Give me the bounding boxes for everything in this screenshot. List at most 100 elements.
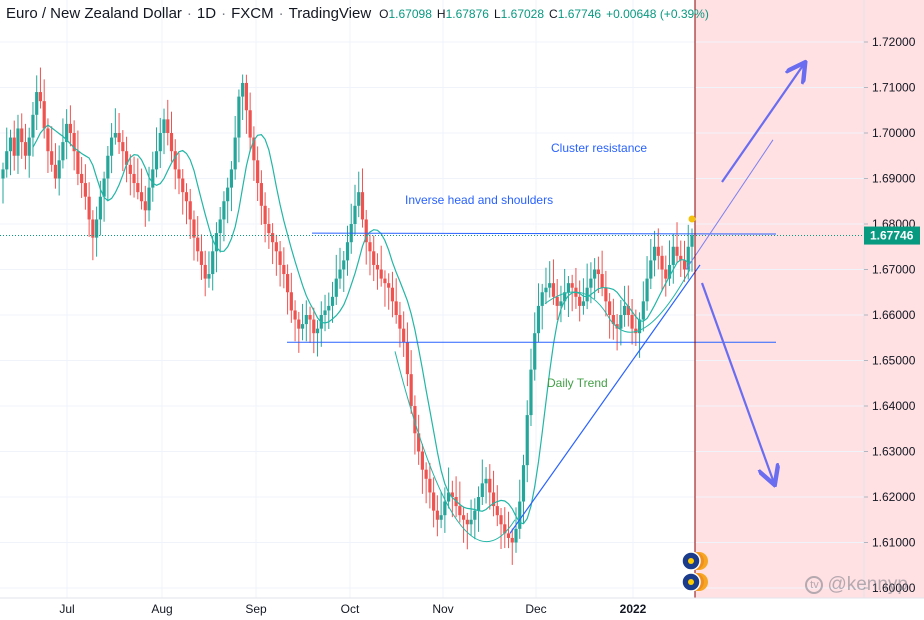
candle-body[interactable]: [274, 242, 278, 252]
candle-body[interactable]: [87, 196, 91, 220]
candle-body[interactable]: [645, 278, 649, 302]
candle-body[interactable]: [76, 151, 80, 174]
candle-body[interactable]: [278, 251, 282, 265]
candle-body[interactable]: [619, 315, 623, 329]
candle-body[interactable]: [20, 128, 24, 143]
candle-body[interactable]: [327, 305, 331, 311]
candle-body[interactable]: [402, 328, 406, 343]
candle-body[interactable]: [124, 151, 129, 165]
candle-body[interactable]: [154, 151, 159, 170]
candle-body[interactable]: [566, 283, 571, 293]
candle-body[interactable]: [214, 233, 219, 252]
candle-body[interactable]: [338, 269, 342, 279]
candle-body[interactable]: [682, 260, 687, 270]
candle-body[interactable]: [132, 173, 136, 184]
candle-body[interactable]: [578, 296, 582, 306]
candle-body[interactable]: [383, 278, 387, 284]
candle-body[interactable]: [263, 205, 267, 224]
candle-body[interactable]: [106, 155, 110, 179]
candle-body[interactable]: [282, 264, 286, 275]
candle-body[interactable]: [630, 315, 634, 329]
candle-body[interactable]: [671, 246, 675, 265]
candle-body[interactable]: [315, 328, 320, 334]
candle-body[interactable]: [518, 501, 522, 529]
candle-body[interactable]: [469, 519, 473, 525]
neckline-resistance[interactable]: [311, 232, 777, 235]
candle-body[interactable]: [656, 246, 660, 256]
candle-body[interactable]: [109, 137, 114, 156]
candle-body[interactable]: [622, 305, 627, 315]
candle-body[interactable]: [222, 201, 226, 220]
candle-body[interactable]: [203, 264, 207, 279]
candle-body[interactable]: [35, 92, 39, 115]
candle-body[interactable]: [57, 160, 61, 179]
candle-body[interactable]: [50, 151, 54, 165]
candle-body[interactable]: [398, 315, 402, 329]
candle-body[interactable]: [169, 133, 174, 152]
candle-body[interactable]: [450, 492, 454, 497]
candle-body[interactable]: [439, 515, 443, 520]
candle-body[interactable]: [589, 278, 593, 288]
dividend-marker[interactable]: [688, 215, 696, 223]
symbol-name[interactable]: Euro / New Zealand Dollar: [6, 5, 182, 22]
candle-body[interactable]: [428, 478, 432, 493]
candle-body[interactable]: [98, 196, 102, 220]
candle-body[interactable]: [686, 246, 690, 270]
candle-body[interactable]: [308, 315, 312, 320]
candle-body[interactable]: [27, 137, 31, 156]
candle-body[interactable]: [499, 515, 503, 525]
candle-body[interactable]: [536, 305, 541, 334]
candle-body[interactable]: [207, 274, 211, 279]
candle-body[interactable]: [379, 269, 383, 279]
candle-body[interactable]: [364, 219, 368, 243]
candle-body[interactable]: [600, 274, 604, 288]
candle-body[interactable]: [413, 406, 417, 434]
candle-body[interactable]: [330, 296, 335, 306]
candle-body[interactable]: [611, 315, 615, 325]
candle-body[interactable]: [443, 501, 447, 516]
candle-body[interactable]: [394, 301, 398, 315]
candle-body[interactable]: [420, 451, 424, 470]
candle-body[interactable]: [345, 242, 350, 261]
candle-body[interactable]: [117, 133, 121, 143]
breakout-projection-line[interactable]: [685, 139, 774, 270]
candle-body[interactable]: [488, 478, 492, 493]
candle-body[interactable]: [16, 128, 20, 156]
candle-body[interactable]: [615, 324, 619, 329]
candle-body[interactable]: [267, 224, 271, 234]
candle-body[interactable]: [241, 82, 245, 97]
candle-body[interactable]: [551, 283, 556, 297]
candle-body[interactable]: [503, 524, 507, 534]
candle-body[interactable]: [604, 287, 608, 302]
candle-body[interactable]: [563, 292, 567, 302]
candle-body[interactable]: [196, 237, 200, 252]
candle-body[interactable]: [608, 301, 612, 315]
bearish-arrow[interactable]: [700, 282, 774, 483]
candle-body[interactable]: [555, 296, 559, 306]
candle-body[interactable]: [121, 142, 125, 152]
candle-body[interactable]: [211, 251, 215, 275]
candle-body[interactable]: [548, 283, 552, 288]
candle-body[interactable]: [596, 269, 600, 275]
candle-body[interactable]: [192, 219, 196, 238]
candle-body[interactable]: [649, 260, 653, 279]
candle-body[interactable]: [473, 510, 477, 520]
candle-body[interactable]: [181, 178, 185, 193]
candle-body[interactable]: [271, 233, 275, 243]
candle-body[interactable]: [95, 219, 99, 238]
candle-body[interactable]: [300, 324, 305, 329]
candle-body[interactable]: [491, 492, 496, 507]
candle-body[interactable]: [23, 142, 28, 156]
candle-body[interactable]: [304, 315, 308, 325]
candle-body[interactable]: [102, 178, 106, 197]
candle-body[interactable]: [136, 183, 140, 193]
candle-body[interactable]: [510, 537, 514, 543]
candle-body[interactable]: [184, 192, 189, 202]
candle-body[interactable]: [72, 133, 76, 152]
interval-label[interactable]: 1D: [196, 5, 217, 22]
candle-body[interactable]: [570, 283, 574, 288]
candle-body[interactable]: [390, 287, 395, 302]
candle-body[interactable]: [53, 164, 58, 179]
candle-body[interactable]: [458, 506, 462, 516]
candle-body[interactable]: [244, 82, 248, 111]
